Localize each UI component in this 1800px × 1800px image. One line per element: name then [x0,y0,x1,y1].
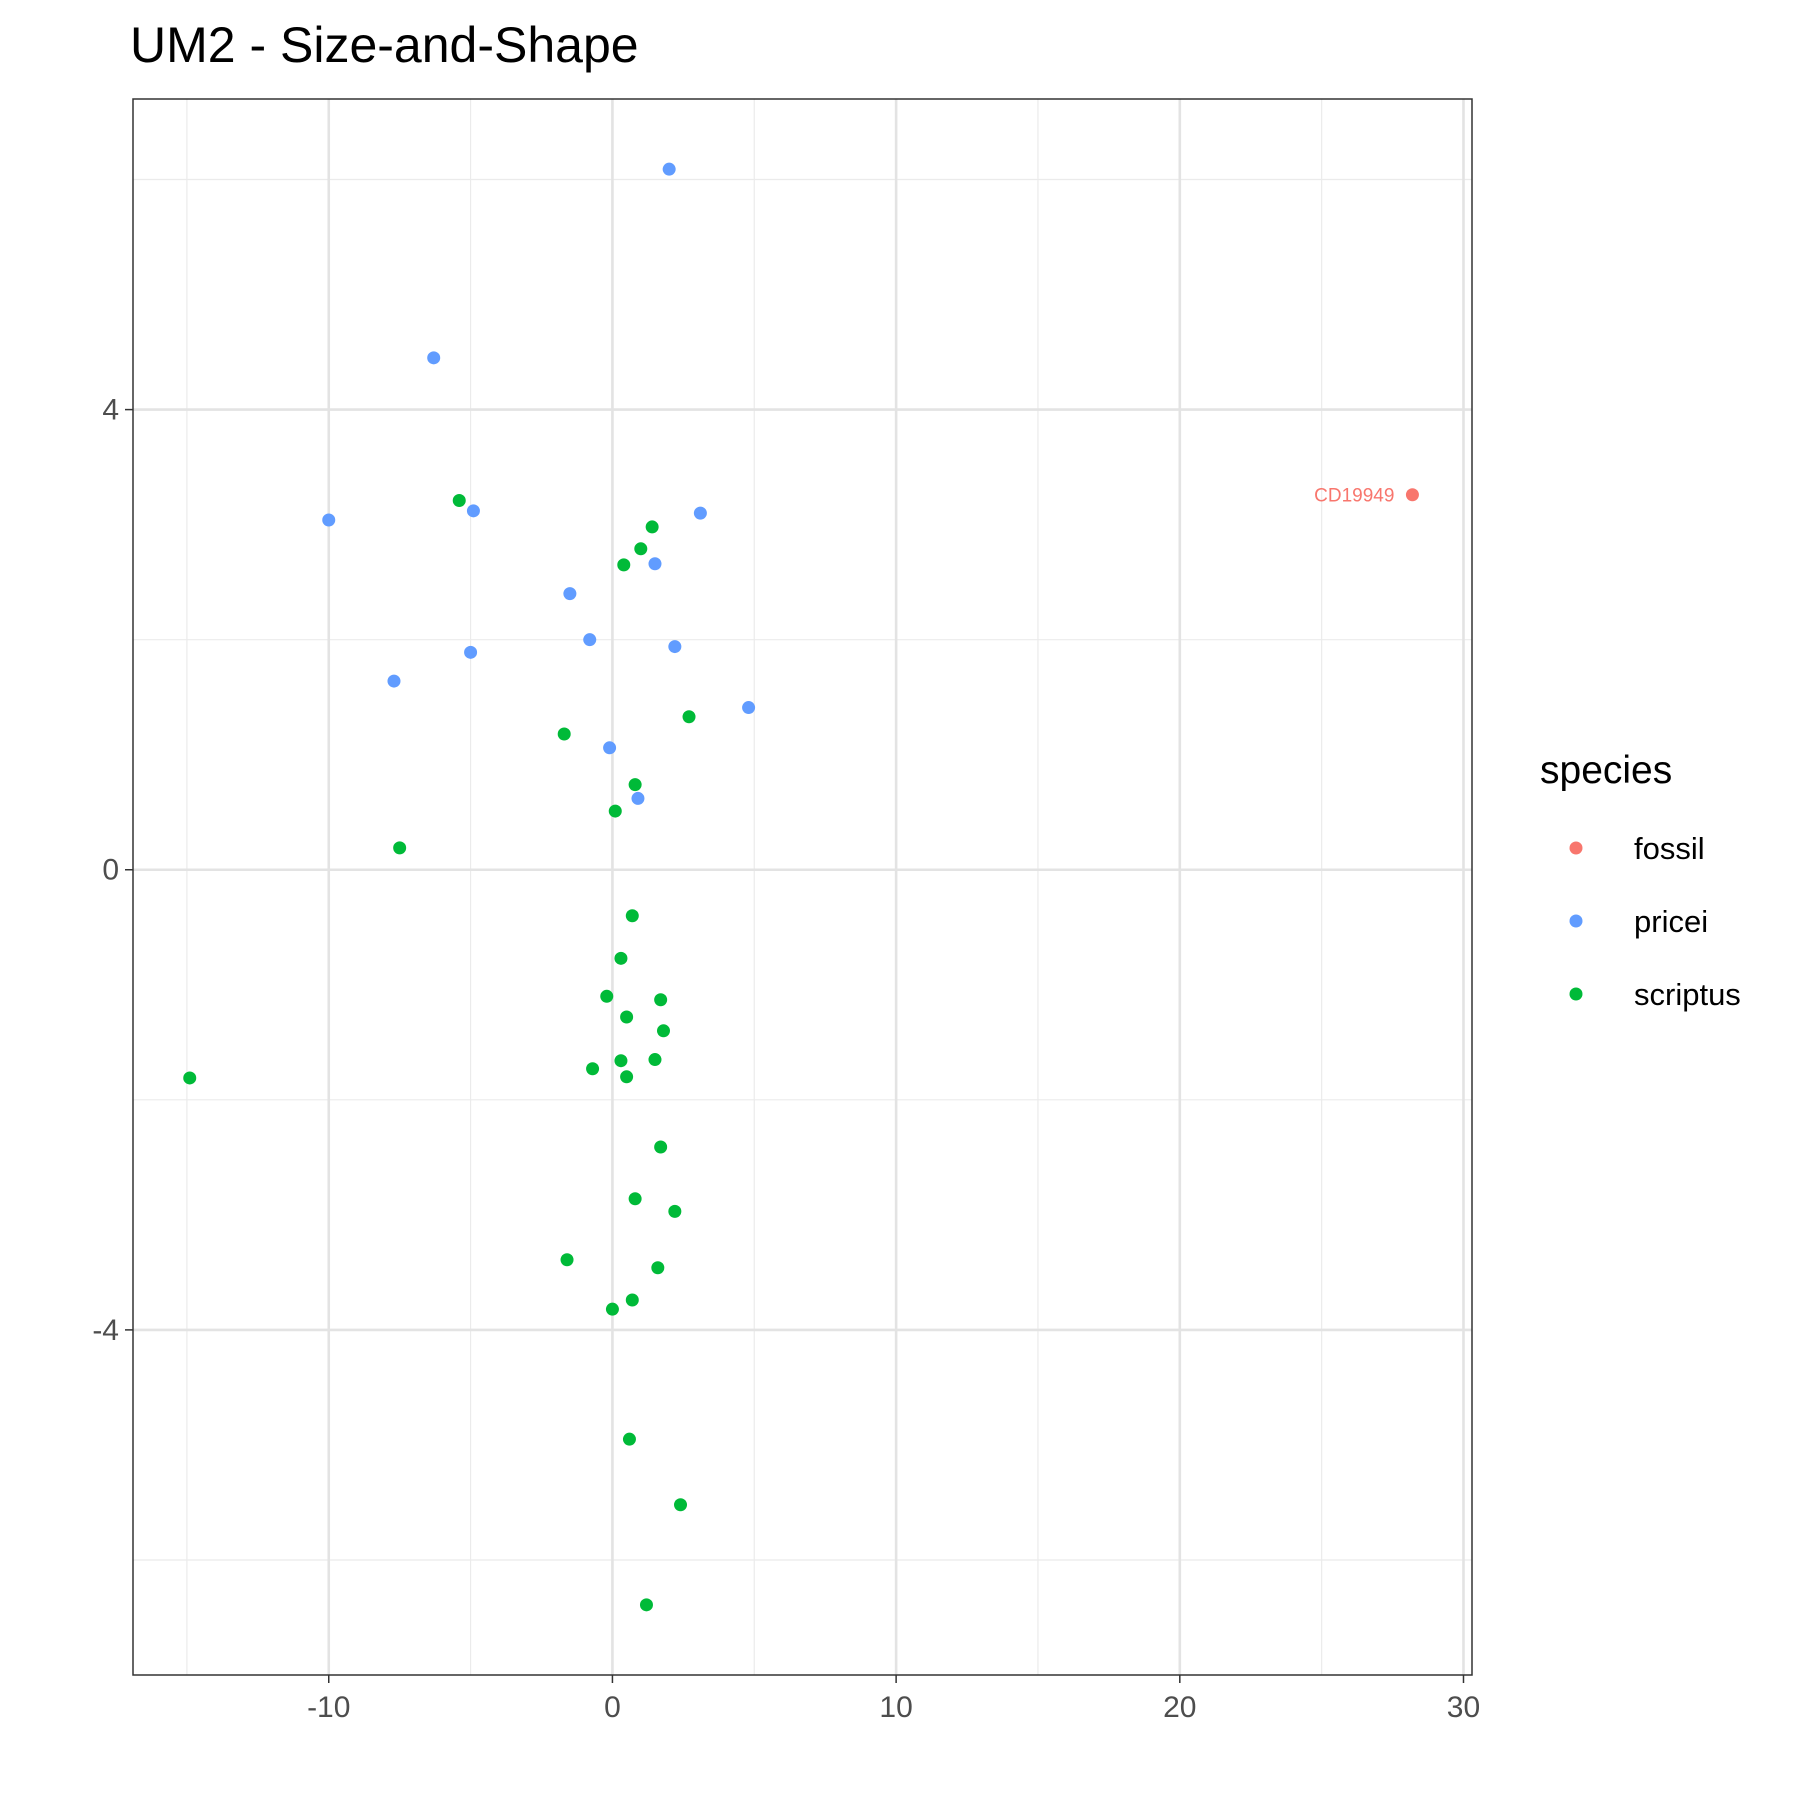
point-scriptus [654,993,668,1007]
y-tick-label: -4 [92,1314,119,1347]
point-pricei [322,513,336,527]
data-points: CD19949 [183,162,1419,1612]
legend-label-scriptus: scriptus [1634,977,1741,1012]
point-label: CD19949 [1314,486,1394,507]
point-scriptus [452,493,466,507]
legend-label-fossil: fossil [1634,831,1705,866]
point-scriptus [600,989,614,1003]
axes: -10 0 10 20 30 -4 0 4 [92,394,1480,1724]
point-scriptus [620,1010,634,1024]
chart-title: UM2 - Size-and-Shape [130,17,639,73]
point-pricei [583,633,597,647]
point-pricei [631,791,645,805]
point-scriptus [628,778,642,792]
x-tick-label: 30 [1447,1691,1480,1724]
point-pricei [387,674,401,688]
point-scriptus [656,1024,670,1038]
y-tick-label: 4 [102,394,119,427]
point-scriptus [654,1140,668,1154]
legend: species fossil pricei scriptus [1540,749,1741,1012]
legend-key-pricei [1569,914,1583,928]
legend-title: species [1540,749,1672,792]
point-pricei [466,504,480,518]
point-scriptus [614,951,628,965]
point-scriptus [639,1598,653,1612]
point-scriptus [648,1053,662,1067]
point-scriptus [668,1204,682,1218]
point-pricei [603,741,617,755]
point-scriptus [614,1054,628,1068]
legend-label-pricei: pricei [1634,904,1708,939]
legend-key-fossil [1569,841,1583,855]
point-scriptus [634,542,648,556]
point-scriptus [645,520,659,534]
point-scriptus [622,1432,636,1446]
x-tick-label: 0 [604,1691,621,1724]
point-pricei [464,645,478,659]
point-pricei [648,557,662,571]
point-scriptus [651,1261,665,1275]
point-scriptus [586,1062,600,1076]
point-scriptus [625,1293,639,1307]
point-scriptus [625,909,639,923]
panel-border [132,98,1473,1676]
point-scriptus [617,558,631,572]
y-tick-label: 0 [102,854,119,887]
point-scriptus [393,841,407,855]
point-pricei [563,587,577,601]
point-scriptus [605,1302,619,1316]
point-pricei [742,701,756,715]
x-tick-label: 10 [879,1691,912,1724]
point-scriptus [628,1192,642,1206]
point-pricei [668,640,682,654]
x-tick-label: 20 [1163,1691,1196,1724]
x-tick-label: -10 [307,1691,350,1724]
point-pricei [693,506,707,520]
point-fossil [1405,488,1419,502]
point-scriptus [682,710,696,724]
point-scriptus [620,1070,634,1084]
point-pricei [662,162,676,176]
point-scriptus [674,1498,688,1512]
point-scriptus [608,804,622,818]
grid [133,99,1472,1675]
point-scriptus [557,727,571,741]
point-scriptus [560,1253,574,1267]
point-pricei [427,351,441,365]
point-scriptus [183,1071,197,1085]
legend-key-scriptus [1569,987,1583,1001]
